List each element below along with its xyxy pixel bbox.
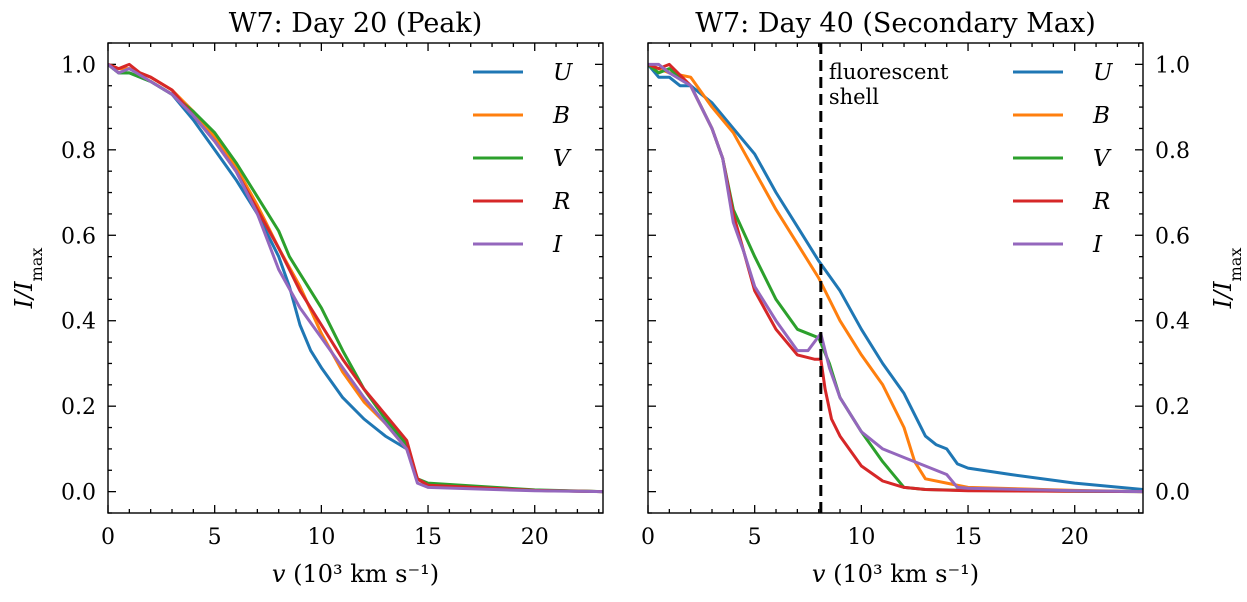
series-line-R <box>648 62 1143 494</box>
y-tick-label: 1.0 <box>61 53 96 78</box>
x-tick-label: 10 <box>847 525 875 550</box>
legend-label-B: B <box>552 103 570 129</box>
legend-label-R: R <box>1092 189 1110 215</box>
legend-label-V: V <box>553 146 572 172</box>
series-line-B <box>648 62 1143 494</box>
legend-label-V: V <box>1093 146 1112 172</box>
y-tick-label: 1.0 <box>1155 53 1190 78</box>
y-tick-label: 0.4 <box>1155 310 1190 335</box>
y-tick-label: 0.8 <box>61 139 96 164</box>
series-line-U <box>108 62 603 494</box>
x-tick-label: 10 <box>307 525 335 550</box>
ticks <box>107 42 603 514</box>
series-line-I <box>108 62 603 494</box>
series-line-U <box>648 62 1143 491</box>
series-lines <box>648 62 1143 494</box>
legend-label-I: I <box>1092 232 1103 258</box>
chart-title: W7: Day 40 (Secondary Max) <box>695 8 1096 39</box>
y-tick-label: 0.0 <box>1155 481 1190 506</box>
y-tick-label: 0.6 <box>1155 224 1190 249</box>
x-tick-label: 5 <box>208 525 222 550</box>
y-tick-label: 0.8 <box>1155 139 1190 164</box>
y-tick-label: 0.2 <box>1155 395 1190 420</box>
series-line-I <box>648 62 1143 494</box>
plot-frame <box>647 42 1144 514</box>
y-axis-label: I/Imax <box>10 248 46 310</box>
chart-title: W7: Day 20 (Peak) <box>229 8 483 39</box>
series-line-R <box>108 62 603 494</box>
legend-label-B: B <box>1092 103 1110 129</box>
panel-2: 0 5 10 15 20 0.0 0.2 0.4 0.6 0.8 1.0 fluorescentshe… <box>641 8 1245 588</box>
x-tick-label: 20 <box>1061 525 1089 550</box>
series-lines <box>108 62 603 494</box>
y-tick-label: 0.0 <box>61 481 96 506</box>
x-tick-label: 15 <box>954 525 982 550</box>
legend-label-U: U <box>553 60 574 86</box>
legend-label-U: U <box>1093 60 1114 86</box>
legend-label-R: R <box>552 189 570 215</box>
y-axis-label: I/Imax <box>1209 248 1245 310</box>
series-line-V <box>108 62 603 494</box>
plot-frame <box>107 42 604 514</box>
x-tick-label: 0 <box>101 525 115 550</box>
fluorescent-shell-label: shell <box>829 85 879 109</box>
legend-label-I: I <box>552 232 563 258</box>
y-tick-label: 0.2 <box>61 395 96 420</box>
x-axis-label: v (10³ km s⁻¹) <box>272 560 439 588</box>
y-tick-label: 0.4 <box>61 310 96 335</box>
x-tick-label: 20 <box>521 525 549 550</box>
fluorescent-shell-label: fluorescent <box>829 60 949 84</box>
x-tick-label: 15 <box>414 525 442 550</box>
series-line-B <box>108 62 603 494</box>
x-axis-label: v (10³ km s⁻¹) <box>812 560 979 588</box>
series-line-V <box>648 62 1143 494</box>
y-tick-label: 0.6 <box>61 224 96 249</box>
x-tick-label: 0 <box>641 525 655 550</box>
x-tick-label: 5 <box>748 525 762 550</box>
